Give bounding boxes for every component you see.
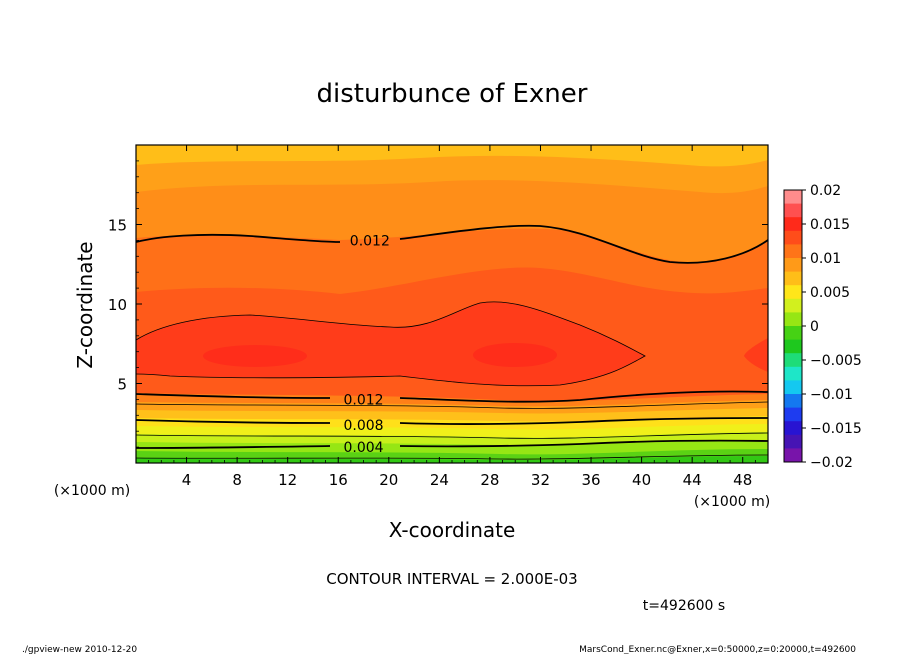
colorbar-swatch <box>784 394 802 409</box>
contour-label: 0.012 <box>343 392 383 408</box>
colorbar-tick-label: −0.02 <box>810 455 853 471</box>
colorbar-swatch <box>784 217 802 232</box>
contour-line-lower-0.012 <box>136 390 768 403</box>
colorbar-swatch <box>784 380 802 395</box>
contour-line-0.008 <box>136 417 768 425</box>
x-tick-label: 44 <box>683 471 702 489</box>
x-axis-label: X-coordinate <box>389 518 516 542</box>
contour-line-0.006 <box>136 432 768 439</box>
x-tick-label: 24 <box>430 471 449 489</box>
core-bright-red-b <box>473 343 557 367</box>
x-tick-label: 28 <box>480 471 499 489</box>
y-tick-label: 5 <box>117 376 127 394</box>
x-tick-label: 16 <box>329 471 348 489</box>
x-unit-left: (×1000 m) <box>54 483 130 499</box>
colorbar-swatch <box>784 285 802 300</box>
footer-left: ./gpview-new 2010-12-20 <box>22 645 137 654</box>
colorbar-swatch <box>784 326 802 341</box>
x-tick-label: 4 <box>182 471 192 489</box>
x-tick-label: 20 <box>379 471 398 489</box>
contour-labels: 0.012 0.012 0.008 0.004 <box>343 233 389 456</box>
x-tick-label: 12 <box>278 471 297 489</box>
contour-label: 0.004 <box>343 440 383 456</box>
colorbar-tick-label: 0.005 <box>810 285 850 301</box>
band-low-9 <box>136 456 768 463</box>
band-red-right <box>744 338 768 372</box>
time-text: t=492600 s <box>643 598 725 614</box>
colorbar-tick-label: 0.02 <box>810 183 841 199</box>
footer-right: MarsCond_Exner.nc@Exner,x=0:50000,z=0:20… <box>579 645 856 654</box>
colorbar-swatch <box>784 298 802 313</box>
colorbar-swatch <box>784 230 802 245</box>
colorbar-swatch <box>784 353 802 368</box>
x-unit-right: (×1000 m) <box>694 494 770 510</box>
contour-lines <box>136 224 768 460</box>
x-tick-label: 36 <box>581 471 600 489</box>
contour-fill <box>136 145 768 463</box>
x-tick-label: 32 <box>531 471 550 489</box>
y-tick-label: 10 <box>108 296 127 314</box>
colorbar-swatch <box>784 339 802 354</box>
colorbar-swatch <box>784 190 802 205</box>
colorbar-swatch <box>784 434 802 449</box>
colorbar-swatch <box>784 407 802 422</box>
colorbar: 0.02 0.015 0.01 0.005 0 −0.005 −0.01 −0.015 −0.0… <box>783 183 862 471</box>
colorbar-swatch <box>784 421 802 436</box>
colorbar-swatch <box>784 448 802 463</box>
x-axis: 4 8 12 16 20 24 28 32 36 40 44 48 <box>148 145 756 489</box>
colorbar-tick-label: −0.01 <box>810 387 853 403</box>
contour-label: 0.012 <box>350 233 390 249</box>
colorbar-swatch <box>784 258 802 273</box>
y-axis-label: Z-coordinate <box>73 241 97 368</box>
colorbar-tick-label: 0 <box>810 319 819 335</box>
contour-line-upper-0.012 <box>136 224 768 264</box>
colorbar-swatch <box>784 203 802 218</box>
y-axis: 5 10 15 <box>108 160 768 448</box>
contour-label: 0.008 <box>343 418 383 434</box>
colorbar-tick-label: −0.005 <box>810 353 862 369</box>
x-tick-label: 8 <box>232 471 242 489</box>
contour-line-0.004 <box>136 439 768 449</box>
contour-line-core <box>136 301 646 387</box>
contour-line-0.002 <box>136 454 768 460</box>
colorbar-tick-label: 0.01 <box>810 251 841 267</box>
colorbar-swatch <box>784 366 802 381</box>
x-tick-label: 40 <box>632 471 651 489</box>
x-tick-label: 48 <box>733 471 752 489</box>
colorbar-swatch <box>784 312 802 327</box>
colorbar-swatch <box>784 244 802 259</box>
contour-line-0.010 <box>136 401 768 409</box>
contour-interval-text: CONTOUR INTERVAL = 2.000E-03 <box>326 570 577 588</box>
chart-title: disturbunce of Exner <box>317 79 588 109</box>
colorbar-tick-label: −0.015 <box>810 421 862 437</box>
core-bright-red-a <box>203 345 307 367</box>
y-tick-label: 15 <box>108 217 127 235</box>
colorbar-tick-label: 0.015 <box>810 217 850 233</box>
colorbar-swatch <box>784 271 802 286</box>
